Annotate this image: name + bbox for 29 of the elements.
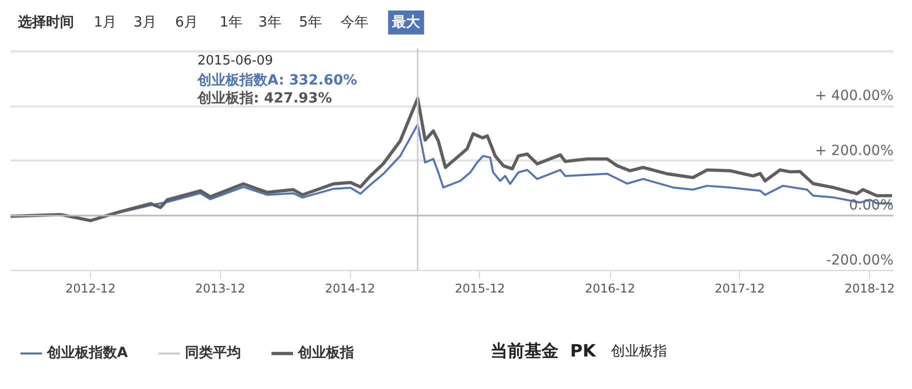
text: 3年 (258, 14, 282, 30)
text: 选择时间 (17, 14, 74, 30)
x-tick-label: 2018-12 (844, 282, 895, 296)
x-tick-label: 2016-12 (585, 282, 636, 296)
text: 5年 (299, 14, 322, 30)
legend-label: 同类平均 (184, 344, 241, 362)
x-tick-label: 2015-12 (454, 282, 505, 296)
annotation: 创业板指数A: 332.60% (196, 72, 358, 88)
y-tick-label: + 200.00% (815, 142, 894, 159)
legend-label: 创业板指数A (47, 344, 128, 362)
text: 6月 (175, 14, 198, 30)
text: PK (570, 342, 597, 362)
y-tick-label: + 400.00% (815, 88, 894, 104)
text: 今年 (340, 14, 369, 30)
text: 1月 (94, 14, 117, 30)
y-tick-label: 0.00% (849, 198, 894, 214)
text: 3月 (133, 14, 156, 30)
annotation: 2015-06-09 (198, 54, 274, 68)
y-tick-label: -200.00% (826, 252, 894, 268)
text: 创业板指 (610, 344, 667, 360)
x-tick-label: 2014-12 (325, 282, 376, 296)
text: 1年 (220, 14, 243, 30)
text: 当前基金 (490, 342, 559, 362)
x-tick-label: 2013-12 (195, 282, 246, 296)
x-tick-label: 2012-12 (65, 282, 116, 296)
x-tick-label: 2017-12 (714, 282, 765, 296)
annotation: 创业板指: 427.93% (196, 90, 332, 106)
text: 最大 (391, 14, 422, 30)
legend-label: 创业板指 (298, 344, 354, 362)
